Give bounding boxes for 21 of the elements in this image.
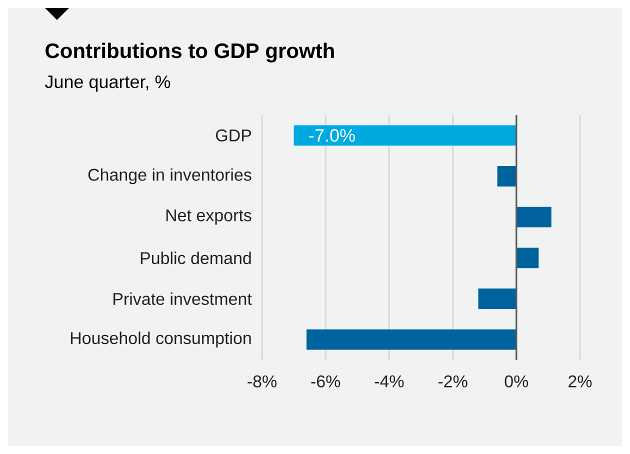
- bar: [516, 248, 539, 268]
- text: June quarter, %: [44, 76, 170, 92]
- x-tick-label: -2%: [438, 375, 468, 388]
- y-tick-label: Net exports: [166, 209, 252, 225]
- y-tick-label: Private investment: [114, 292, 252, 305]
- bar: [478, 288, 516, 309]
- x-tick-label: -4%: [374, 375, 404, 388]
- x-tick-label: 0%: [504, 375, 528, 388]
- bar: [306, 329, 516, 350]
- bar: [497, 166, 516, 186]
- x-tick-label: -8%: [248, 375, 277, 388]
- bar: [294, 125, 516, 146]
- y-tick-label: Change in inventories: [88, 168, 252, 184]
- y-tick-label: Household consumption: [70, 332, 251, 348]
- bar: [516, 206, 552, 228]
- data-label: -7.0%: [309, 129, 355, 142]
- x-tick-label: 2%: [568, 375, 592, 388]
- y-tick-label: GDP: [216, 129, 252, 142]
- x-tick-label: -6%: [311, 375, 340, 388]
- y-tick-label: Public demand: [140, 252, 251, 264]
- chart-title: Contributions to GDP growth: [46, 42, 334, 62]
